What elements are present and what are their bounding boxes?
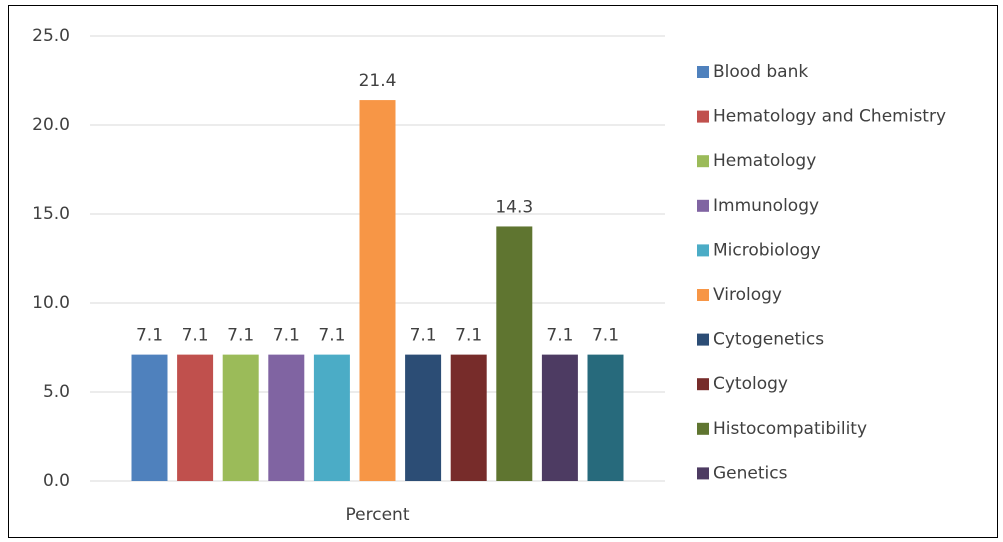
legend-swatch <box>697 244 709 257</box>
legend-swatch <box>697 66 709 78</box>
y-tick-label: 10.0 <box>32 293 70 313</box>
legend-label: Histocompatibility <box>713 419 867 439</box>
legend-swatch <box>697 289 709 301</box>
data-label: 7.1 <box>136 326 163 346</box>
data-label: 7.1 <box>410 326 437 346</box>
data-label: 7.1 <box>318 326 345 346</box>
legend-swatch <box>697 199 709 212</box>
data-label: 7.1 <box>455 326 482 346</box>
legend-label: Cytology <box>713 374 788 394</box>
bar <box>359 100 396 481</box>
data-label: 7.1 <box>227 326 254 346</box>
bar <box>177 354 214 481</box>
data-label: 7.1 <box>273 326 300 346</box>
legend-swatch <box>697 467 709 480</box>
y-tick-label: 5.0 <box>43 382 70 402</box>
legend-swatch <box>697 378 709 391</box>
bar <box>268 354 305 481</box>
data-label: 14.3 <box>495 197 533 217</box>
legend-swatch <box>697 333 709 346</box>
data-label: 7.1 <box>182 326 209 346</box>
legend-label: Virology <box>713 285 782 305</box>
y-tick-label: 20.0 <box>32 115 70 135</box>
legend-label: Hematology and Chemistry <box>713 107 946 127</box>
y-tick-label: 15.0 <box>32 204 70 224</box>
bar <box>222 354 259 481</box>
legend-label: Blood bank <box>713 62 808 82</box>
legend-label: Microbiology <box>713 240 821 260</box>
bar <box>313 354 350 481</box>
y-tick-label: 0.0 <box>43 471 70 491</box>
bar <box>496 226 533 481</box>
legend-swatch <box>697 155 709 168</box>
legend-label: Cytogenetics <box>713 330 824 350</box>
legend-swatch <box>697 422 709 435</box>
bar <box>405 354 442 481</box>
data-label: 21.4 <box>359 71 397 91</box>
y-tick-label: 25.0 <box>32 26 70 46</box>
x-tick-label: Percent <box>346 505 410 525</box>
legend-label: Immunology <box>713 196 819 216</box>
bar <box>587 354 624 481</box>
legend-label: Hematology <box>713 151 816 171</box>
bar <box>131 354 168 481</box>
legend-label: Genetics <box>713 463 788 483</box>
bar <box>541 354 578 481</box>
bar <box>450 354 487 481</box>
data-label: 7.1 <box>546 326 573 346</box>
legend-swatch <box>697 110 709 123</box>
data-label: 7.1 <box>592 326 619 346</box>
